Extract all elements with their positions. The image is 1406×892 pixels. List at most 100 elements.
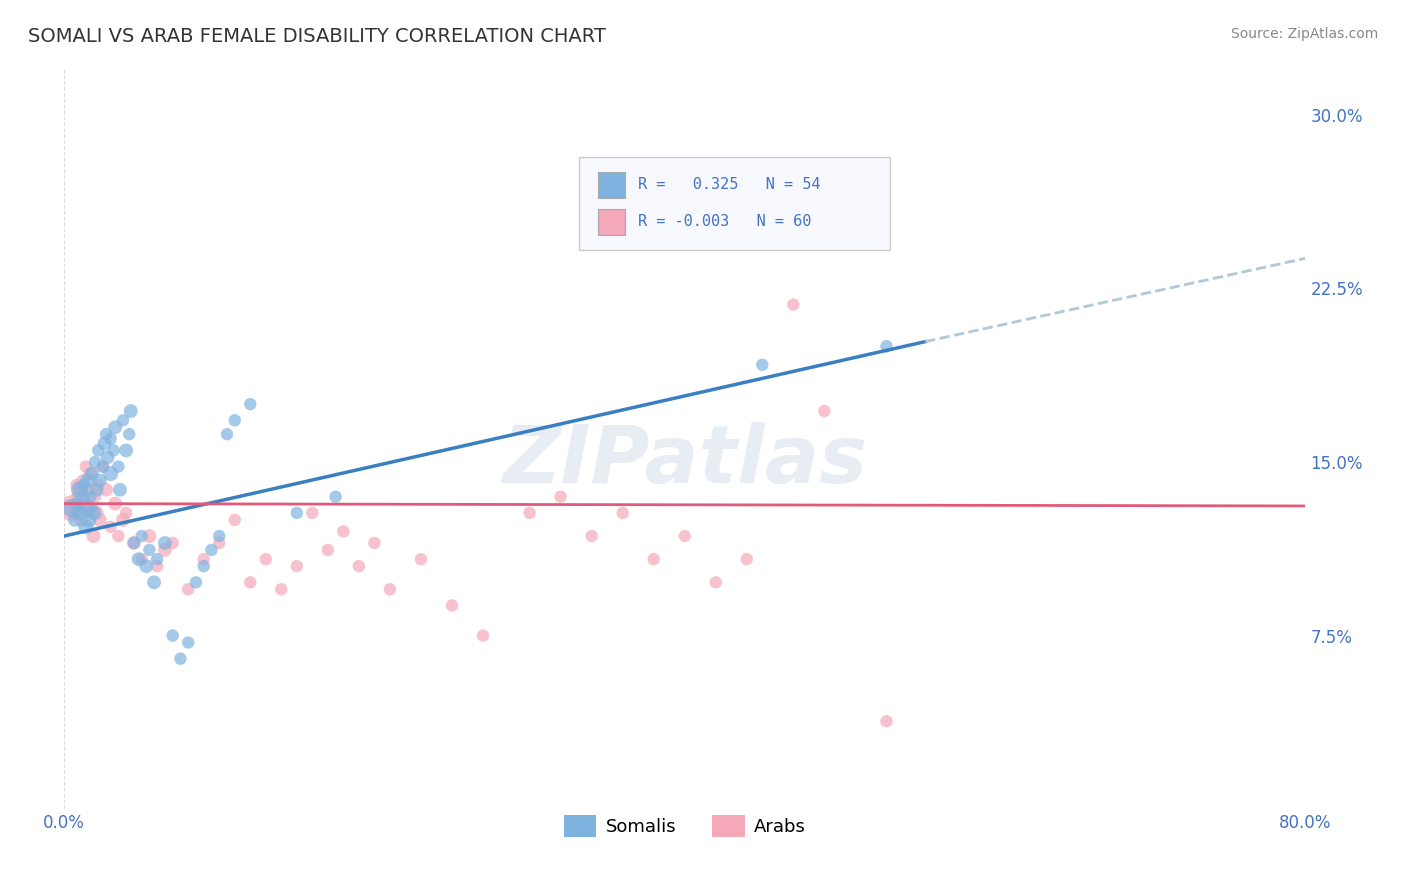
Point [519,506,541,520]
Point [673,529,696,543]
Point [751,358,773,372]
Point [115,506,138,520]
Point [84,455,107,469]
Point [875,339,897,353]
Point [766,195,789,210]
Point [162,536,184,550]
Point [782,297,804,311]
Text: SOMALI VS ARAB FEMALE DISABILITY CORRELATION CHART: SOMALI VS ARAB FEMALE DISABILITY CORRELA… [28,27,606,45]
Point [115,443,138,458]
Point [60,501,83,516]
Text: Source: ZipAtlas.com: Source: ZipAtlas.com [1230,27,1378,41]
Point [316,543,339,558]
Point [325,490,347,504]
Point [93,436,115,450]
Point [301,506,323,520]
Point [184,575,207,590]
Point [239,575,262,590]
Point [270,582,292,597]
Point [73,478,96,492]
Point [285,506,308,520]
Point [104,420,127,434]
Point [550,490,572,504]
Point [813,404,835,418]
Point [107,459,129,474]
Point [87,443,110,458]
Point [120,404,142,418]
Point [100,432,122,446]
Point [69,483,91,497]
Point [128,552,150,566]
Point [73,497,96,511]
Point [143,575,166,590]
Legend: Somalis, Arabs: Somalis, Arabs [557,808,813,845]
Point [63,513,86,527]
Point [84,490,107,504]
Point [60,501,83,516]
Point [94,427,117,442]
Bar [598,210,626,235]
Point [581,529,603,543]
Point [193,552,215,566]
Point [208,536,231,550]
Point [643,552,665,566]
Point [440,599,463,613]
Point [75,459,97,474]
Point [612,506,634,520]
Point [108,483,131,497]
Point [215,427,238,442]
Point [111,513,134,527]
Point [704,575,727,590]
Point [378,582,401,597]
Point [135,559,157,574]
Point [103,443,125,458]
Point [224,413,246,427]
Point [69,483,91,497]
Point [65,497,87,511]
Point [79,467,101,481]
Point [153,543,176,558]
Point [162,629,184,643]
Point [87,478,110,492]
Point [200,543,222,558]
Point [285,559,308,574]
Point [169,651,191,665]
Point [472,629,495,643]
Point [138,529,160,543]
Point [363,536,385,550]
Point [80,467,103,481]
Point [193,559,215,574]
Point [146,552,169,566]
Point [94,483,117,497]
Point [89,474,111,488]
Point [208,529,231,543]
Point [735,552,758,566]
Point [72,474,94,488]
Point [96,450,118,465]
Point [122,536,145,550]
Point [239,397,262,411]
Point [111,413,134,427]
Text: ZIPatlas: ZIPatlas [502,422,868,500]
Point [63,506,86,520]
Point [347,559,370,574]
Point [72,490,94,504]
Point [77,506,100,520]
FancyBboxPatch shape [579,157,890,250]
Point [86,483,108,497]
Text: R = -0.003   N = 60: R = -0.003 N = 60 [637,214,811,229]
Point [91,459,114,474]
Point [332,524,354,539]
Bar [598,172,626,198]
Point [107,529,129,543]
Point [65,478,87,492]
Point [875,714,897,729]
Point [70,513,93,527]
Point [79,490,101,504]
Point [83,529,105,543]
Point [138,543,160,558]
Point [83,506,105,520]
Point [76,474,98,488]
Point [100,520,122,534]
Point [409,552,432,566]
